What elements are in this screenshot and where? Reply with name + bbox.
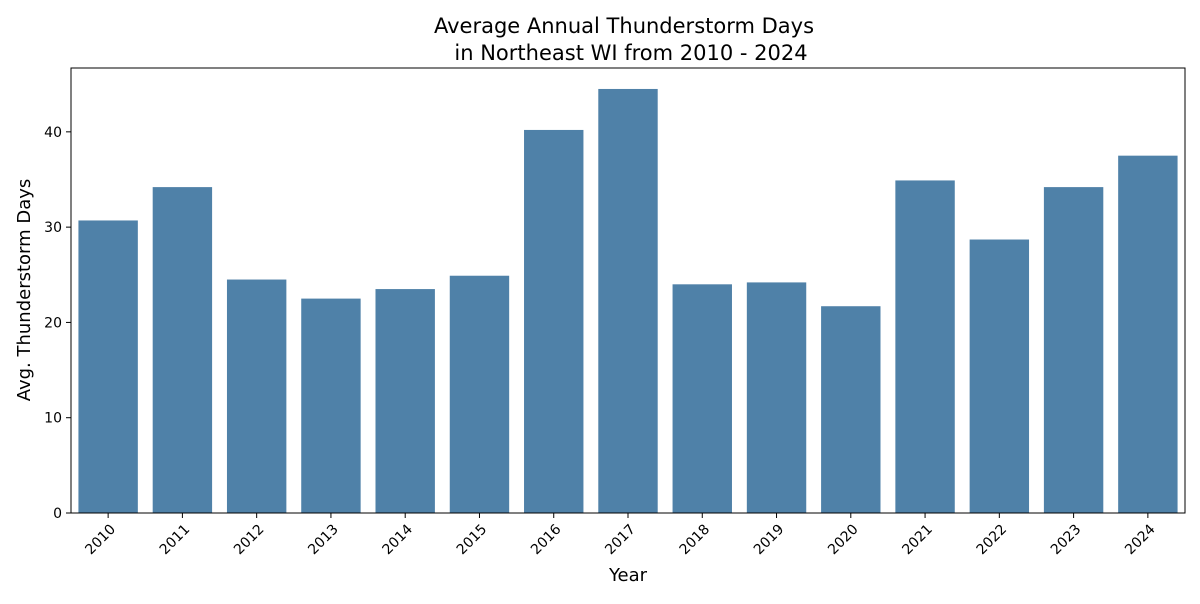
chart-title-line-1: Average Annual Thunderstorm Days bbox=[434, 14, 814, 38]
y-tick-label-30: 30 bbox=[44, 220, 62, 236]
bar-2011 bbox=[152, 187, 213, 514]
bar-2014 bbox=[375, 289, 435, 513]
bar-2022 bbox=[969, 239, 1030, 513]
x-tick-label-2024: 2024 bbox=[1122, 521, 1159, 558]
chart-title-line-2: in Northeast WI from 2010 - 2024 bbox=[454, 41, 807, 65]
x-tick-label-2018: 2018 bbox=[677, 522, 714, 559]
x-axis: 2010 2011 2012 2013 2014 2015 2016 2017 2018 2019… bbox=[82, 513, 1159, 559]
x-tick-label-2011: 2011 bbox=[157, 522, 194, 559]
x-tick-label-2021: 2021 bbox=[899, 522, 936, 559]
bar-2024 bbox=[1118, 155, 1178, 514]
bar-2012 bbox=[226, 279, 287, 513]
bar-2010 bbox=[78, 220, 138, 513]
x-tick-label-2019: 2019 bbox=[751, 522, 788, 559]
x-tick-label-2015: 2015 bbox=[454, 522, 491, 559]
bar-2018 bbox=[672, 284, 732, 513]
plot-frame bbox=[70, 67, 1186, 514]
bar-2019 bbox=[746, 282, 807, 513]
x-tick-label-2016: 2016 bbox=[528, 521, 565, 558]
x-tick-label-2017: 2017 bbox=[602, 522, 639, 559]
bars-layer bbox=[78, 88, 1178, 514]
x-tick-label-2013: 2013 bbox=[305, 522, 342, 559]
bar-2021 bbox=[895, 180, 955, 513]
bar-2017 bbox=[598, 88, 658, 514]
x-tick-label-2022: 2022 bbox=[974, 522, 1011, 559]
bar-2023 bbox=[1043, 187, 1104, 514]
x-tick-label-2012: 2012 bbox=[231, 522, 268, 559]
x-tick-label-2014: 2014 bbox=[380, 521, 417, 558]
bar-2013 bbox=[301, 298, 361, 513]
x-axis-label: Year bbox=[608, 565, 648, 586]
y-tick-label-0: 0 bbox=[53, 506, 62, 522]
y-tick-label-10: 10 bbox=[44, 411, 62, 427]
y-axis: 0 10 20 30 40 bbox=[44, 125, 71, 522]
y-axis-label: Avg. Thunderstorm Days bbox=[14, 179, 35, 402]
bar-2020 bbox=[821, 306, 881, 513]
bar-2016 bbox=[524, 129, 584, 513]
x-tick-label-2010: 2010 bbox=[82, 522, 119, 559]
y-tick-label-20: 20 bbox=[44, 315, 62, 331]
x-tick-label-2020: 2020 bbox=[825, 522, 862, 559]
x-tick-label-2023: 2023 bbox=[1048, 522, 1085, 559]
y-tick-label-40: 40 bbox=[44, 125, 62, 141]
bar-2015 bbox=[449, 275, 510, 513]
